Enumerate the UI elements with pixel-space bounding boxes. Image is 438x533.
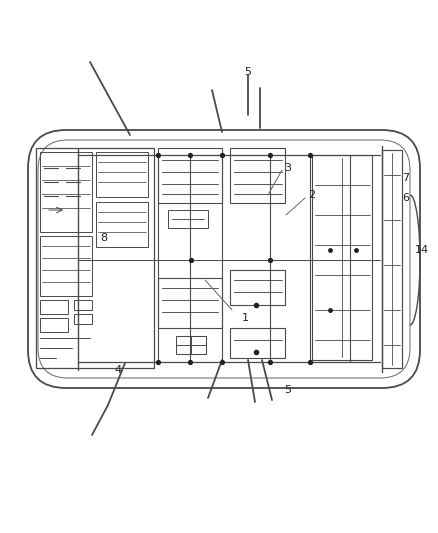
Text: 8: 8	[100, 233, 108, 243]
Bar	[168, 210, 208, 228]
Bar	[74, 314, 92, 324]
Text: 3: 3	[285, 163, 292, 173]
Text: 5: 5	[244, 67, 251, 77]
Bar	[158, 278, 222, 328]
Bar	[40, 318, 68, 332]
Bar	[382, 150, 402, 368]
Text: 6: 6	[403, 193, 410, 203]
Bar	[96, 152, 148, 197]
Bar	[230, 148, 285, 203]
Bar	[40, 236, 92, 296]
Bar	[36, 148, 154, 368]
Bar	[74, 300, 92, 310]
Text: 14: 14	[415, 245, 429, 255]
Bar	[176, 336, 206, 354]
Bar	[230, 328, 285, 358]
Text: 1: 1	[241, 313, 248, 323]
Bar	[158, 148, 222, 203]
Bar	[40, 300, 68, 314]
Text: 5: 5	[285, 385, 292, 395]
Text: 2: 2	[308, 190, 315, 200]
Bar	[230, 270, 285, 305]
Bar	[40, 152, 92, 232]
Bar	[312, 155, 372, 360]
Bar	[96, 202, 148, 247]
Text: 7: 7	[403, 173, 410, 183]
Text: 4: 4	[114, 365, 122, 375]
